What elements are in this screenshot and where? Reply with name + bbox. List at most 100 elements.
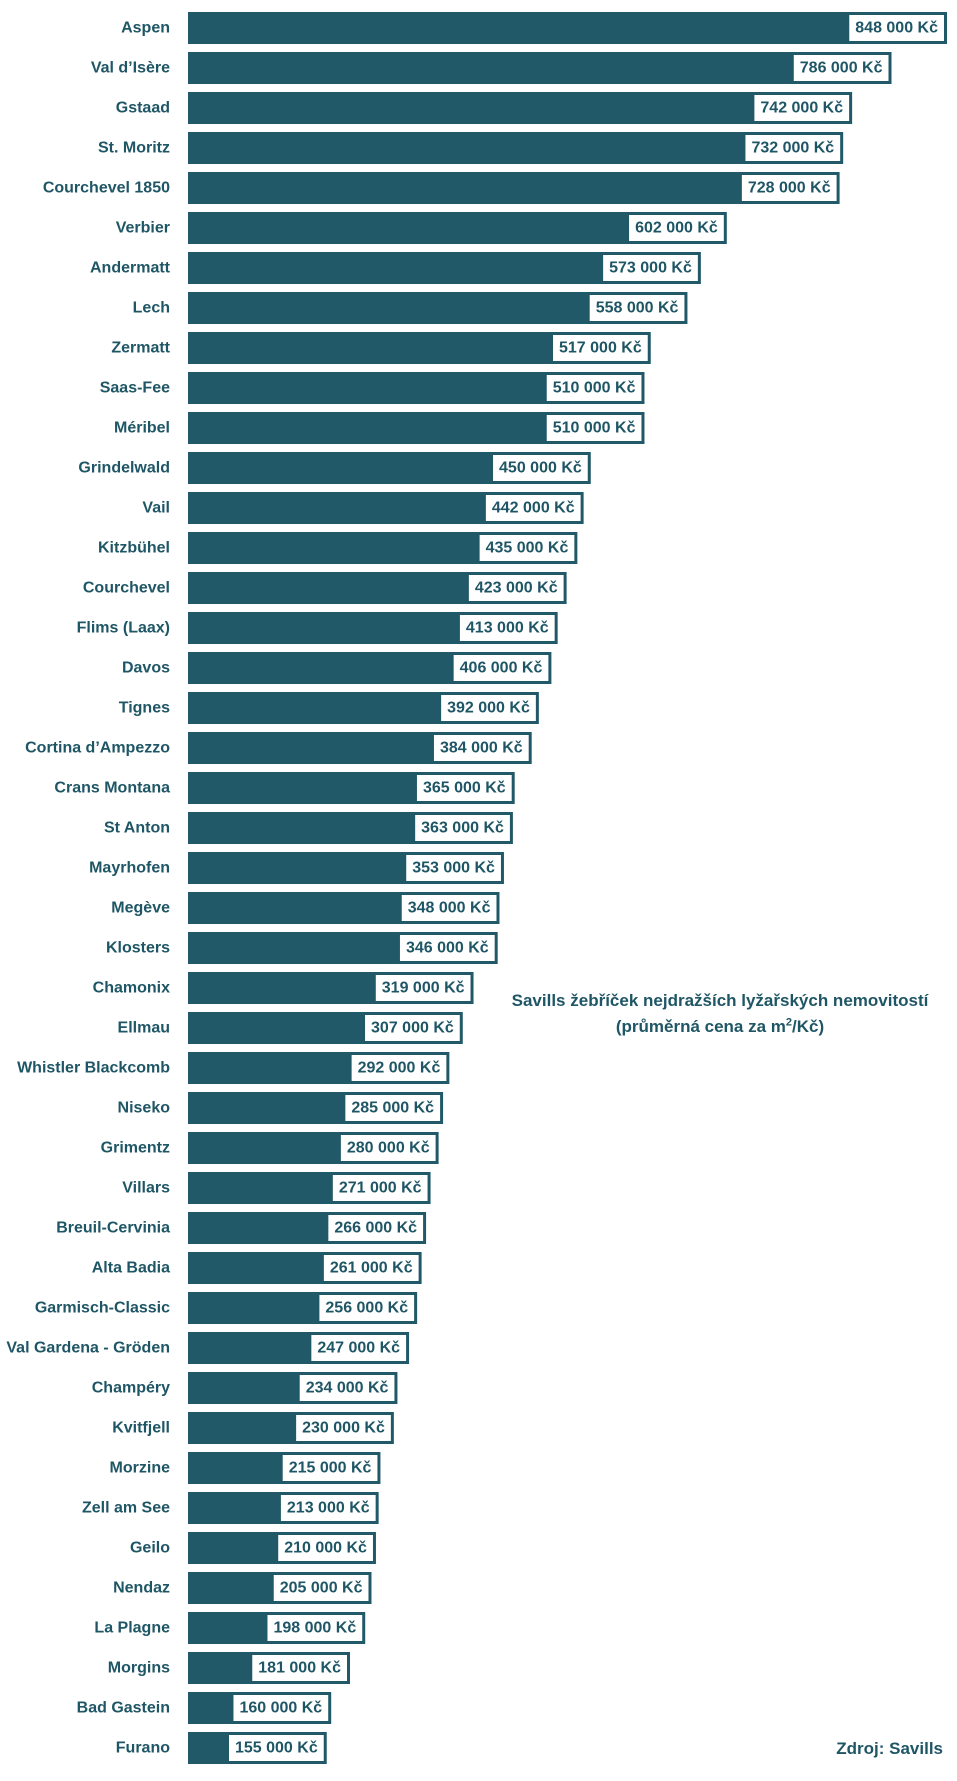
value-label-1: 786 000 Kč	[800, 60, 883, 77]
value-label-35: 230 000 Kč	[302, 1420, 385, 1437]
value-box-20	[413, 813, 512, 843]
bar-4	[188, 172, 840, 204]
category-label-27: Niseko	[118, 1100, 171, 1117]
category-label-25: Ellmau	[118, 1020, 170, 1037]
value-label-33: 247 000 Kč	[317, 1340, 400, 1357]
value-label-15: 413 000 Kč	[466, 620, 549, 637]
value-label-37: 213 000 Kč	[287, 1500, 370, 1517]
value-box-30	[326, 1213, 426, 1243]
category-label-19: Crans Montana	[54, 780, 170, 797]
category-label-38: Geilo	[130, 1540, 170, 1557]
category-label-24: Chamonix	[93, 980, 170, 997]
value-label-6: 573 000 Kč	[609, 260, 692, 277]
category-label-7: Lech	[133, 300, 170, 317]
value-label-41: 181 000 Kč	[258, 1660, 341, 1677]
chart-title-line2-sup: 2	[785, 1016, 793, 1029]
value-label-38: 210 000 Kč	[284, 1540, 367, 1557]
category-label-30: Breuil-Cervinia	[56, 1220, 170, 1237]
value-box-8	[551, 333, 650, 363]
category-label-32: Garmisch-Classic	[35, 1300, 170, 1317]
category-label-43: Furano	[116, 1740, 170, 1757]
category-label-26: Whistler Blackcomb	[17, 1060, 170, 1077]
value-box-39	[271, 1573, 371, 1603]
category-label-40: La Plagne	[94, 1620, 170, 1637]
value-label-32: 256 000 Kč	[325, 1300, 408, 1317]
value-box-32	[317, 1293, 417, 1323]
value-box-1	[791, 53, 891, 83]
value-label-27: 285 000 Kč	[351, 1100, 434, 1117]
value-box-31	[321, 1253, 421, 1283]
value-box-21	[404, 853, 503, 883]
chart-title-line1: Savills žebříček nejdražších lyžařských …	[511, 991, 929, 1010]
value-label-43: 155 000 Kč	[235, 1740, 318, 1757]
category-label-8: Zermatt	[111, 340, 170, 357]
value-label-34: 234 000 Kč	[306, 1380, 389, 1397]
value-box-41	[250, 1653, 350, 1683]
value-label-2: 742 000 Kč	[760, 100, 843, 117]
value-box-0	[847, 13, 946, 43]
value-box-13	[477, 533, 577, 563]
bar-2	[188, 92, 853, 124]
value-box-6	[601, 253, 700, 283]
value-label-39: 205 000 Kč	[280, 1580, 363, 1597]
value-box-3	[743, 133, 843, 163]
category-label-20: St Anton	[104, 820, 170, 837]
category-label-35: Kvitfjell	[112, 1420, 170, 1437]
value-box-2	[752, 93, 852, 123]
category-label-34: Champéry	[92, 1380, 170, 1397]
category-label-18: Cortina d’Ampezzo	[25, 740, 170, 757]
value-label-4: 728 000 Kč	[748, 180, 831, 197]
bar-3	[188, 132, 844, 164]
category-label-12: Vail	[142, 500, 170, 517]
value-box-4	[739, 173, 839, 203]
value-label-19: 365 000 Kč	[423, 780, 506, 797]
value-label-8: 517 000 Kč	[559, 340, 642, 357]
category-label-16: Davos	[122, 660, 170, 677]
value-box-33	[309, 1333, 409, 1363]
value-label-16: 406 000 Kč	[460, 660, 543, 677]
category-label-1: Val d’Isère	[91, 60, 170, 77]
value-label-7: 558 000 Kč	[596, 300, 679, 317]
value-box-27	[343, 1093, 443, 1123]
value-box-38	[276, 1533, 375, 1563]
value-box-29	[330, 1173, 430, 1203]
category-label-15: Flims (Laax)	[77, 620, 170, 637]
category-label-9: Saas-Fee	[100, 380, 170, 397]
category-label-28: Grimentz	[101, 1140, 170, 1157]
value-box-26	[349, 1053, 449, 1083]
value-label-5: 602 000 Kč	[635, 220, 718, 237]
value-box-42	[231, 1693, 331, 1723]
value-box-11	[491, 453, 590, 483]
category-label-22: Megève	[111, 900, 170, 917]
value-box-12	[483, 493, 583, 523]
value-label-14: 423 000 Kč	[475, 580, 558, 597]
value-box-9	[544, 373, 644, 403]
value-label-24: 319 000 Kč	[382, 980, 465, 997]
value-label-13: 435 000 Kč	[486, 540, 569, 557]
category-label-2: Gstaad	[116, 100, 170, 117]
value-box-25	[363, 1013, 462, 1043]
value-box-5	[627, 213, 726, 243]
value-box-43	[226, 1733, 326, 1763]
value-box-10	[544, 413, 644, 443]
category-label-14: Courchevel	[83, 580, 170, 597]
value-label-12: 442 000 Kč	[492, 500, 575, 517]
chart-title: Savills žebříček nejdražších lyžařských …	[470, 988, 957, 1040]
value-label-40: 198 000 Kč	[273, 1620, 356, 1637]
source-note: Zdroj: Savills	[836, 1739, 943, 1758]
value-box-40	[265, 1613, 365, 1643]
category-label-5: Verbier	[116, 220, 170, 237]
bar-1	[188, 52, 892, 84]
value-box-28	[338, 1133, 438, 1163]
value-label-10: 510 000 Kč	[553, 420, 636, 437]
category-label-0: Aspen	[121, 20, 170, 37]
value-label-20: 363 000 Kč	[421, 820, 504, 837]
value-label-29: 271 000 Kč	[339, 1180, 422, 1197]
category-label-42: Bad Gastein	[77, 1700, 170, 1717]
value-box-23	[397, 933, 497, 963]
category-label-21: Mayrhofen	[89, 860, 170, 877]
value-label-36: 215 000 Kč	[289, 1460, 372, 1477]
value-box-16	[451, 653, 551, 683]
value-label-0: 848 000 Kč	[855, 20, 938, 37]
